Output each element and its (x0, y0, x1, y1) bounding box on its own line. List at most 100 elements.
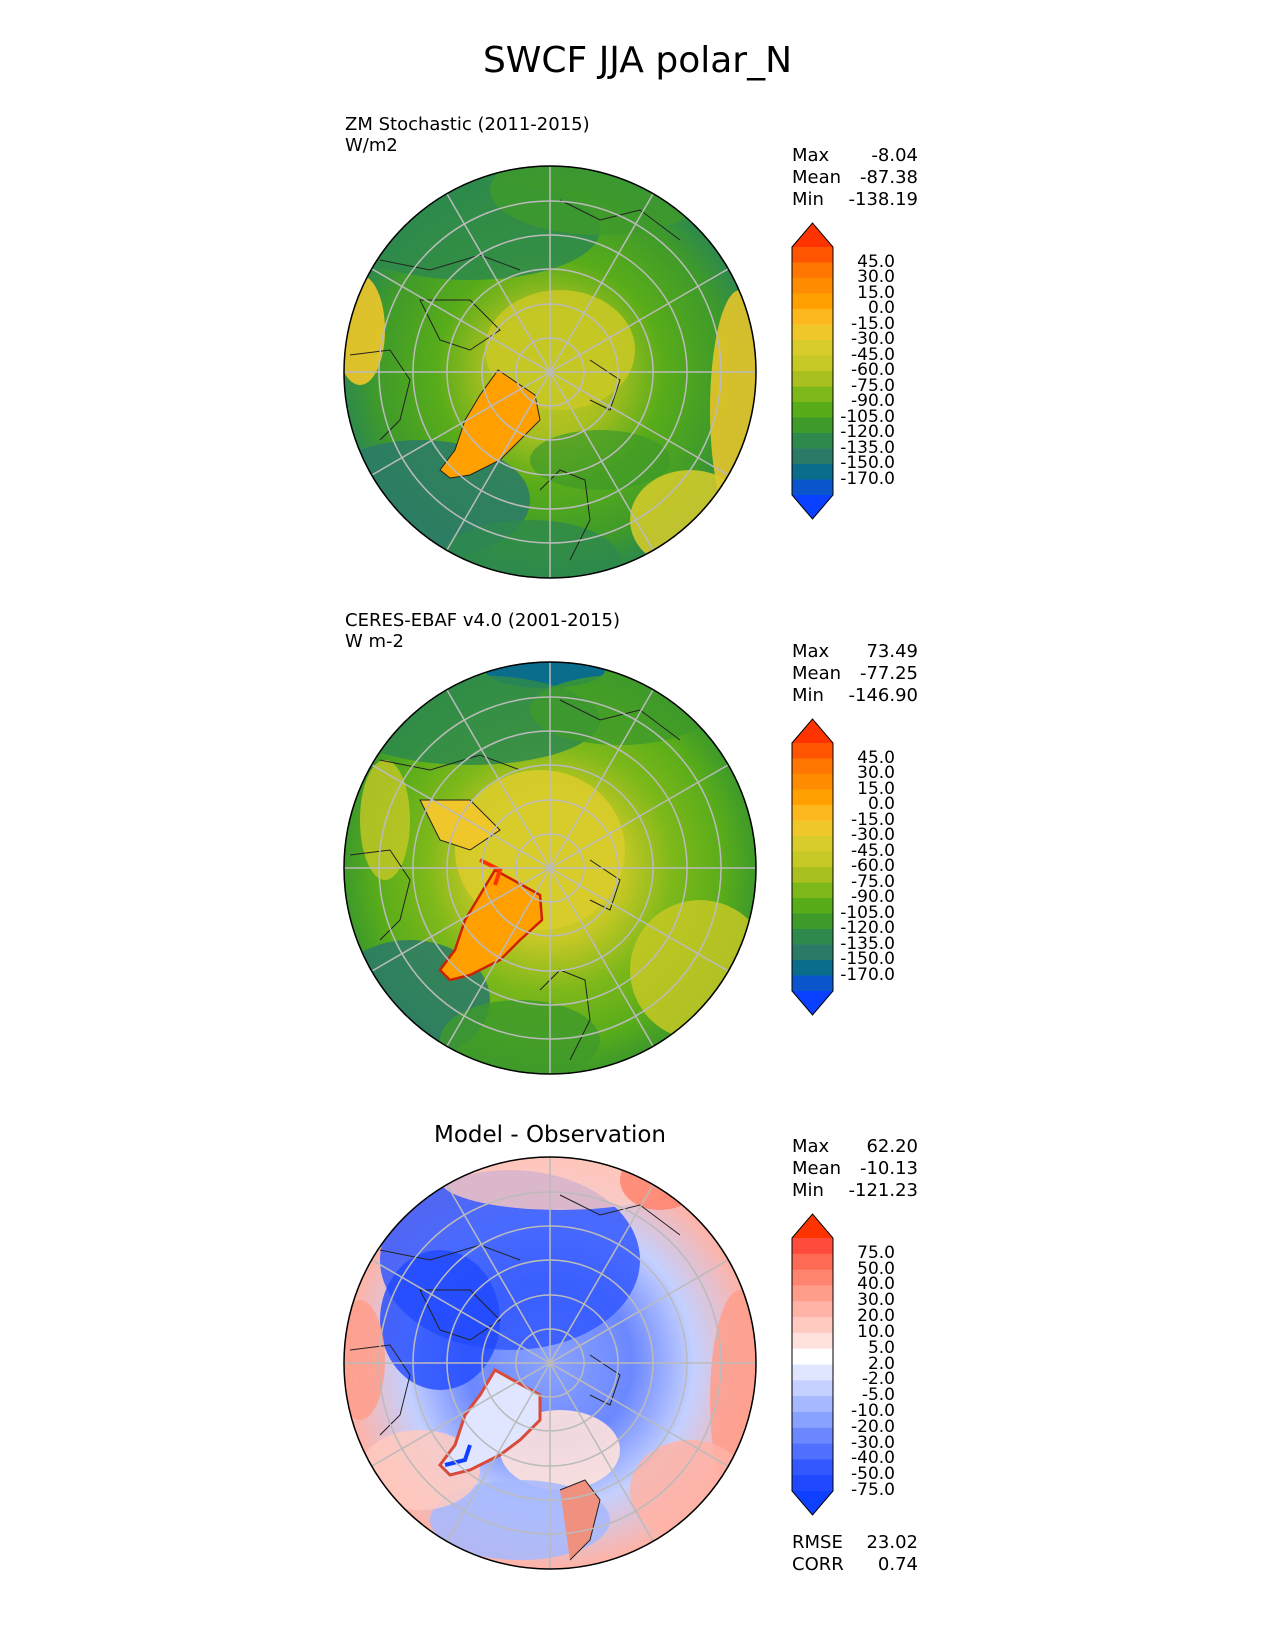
panel3-colorbar-segment (792, 1443, 833, 1460)
panel1-min-value: -138.19 (848, 189, 918, 210)
panel2-colorbar-tick-label: -120.0 (840, 918, 895, 938)
panel3-colorbar-extension-top (792, 1214, 833, 1238)
panel3-colorbar-tick-label: 2.0 (867, 1353, 895, 1374)
panel2-colorbar-tick-label: -45.0 (851, 840, 895, 861)
panel1-colorbar-outline (791, 222, 834, 520)
panel1-colorbar-segment (792, 417, 833, 434)
panel3-colorbar (791, 1213, 834, 1516)
panel2-colorbar-tick-label: -60.0 (851, 856, 895, 876)
panel2-colorbar-segment (792, 851, 833, 868)
panel3-colorbar-segment (792, 1238, 833, 1255)
panel1-colorbar-segment (792, 340, 833, 356)
panel2-colorbar-segment (792, 789, 833, 806)
panel2-colorbar-tick-label: -170.0 (840, 964, 895, 985)
panel2-colorbar-segment (792, 975, 833, 992)
panel2-map (343, 661, 757, 1075)
panel1-mean-value: -87.38 (859, 167, 918, 188)
panel3-colorbar-tick-label: -40.0 (851, 1448, 895, 1469)
panel3-colorbar-segment (792, 1253, 833, 1271)
panel2-colorbar-tick-label: -15.0 (851, 809, 895, 830)
panel2-colorbar-segment (792, 758, 833, 775)
panel1-max-value: -8.04 (871, 145, 918, 166)
panel3-colorbar-segment (792, 1396, 833, 1413)
panel3-colorbar-tick-label: -5.0 (861, 1385, 895, 1406)
panel1-colorbar-segment (792, 448, 833, 465)
panel1-colorbar-segment (792, 293, 833, 310)
panel3-colorbar-segment (792, 1269, 833, 1286)
panel2-colorbar-segment (792, 743, 833, 759)
panel2-units: W m-2 (345, 631, 405, 652)
panel3-min-value: -121.23 (848, 1180, 918, 1201)
panel2-colorbar-tick-label: -90.0 (851, 887, 895, 907)
panel3-colorbar-tick-label: 50.0 (857, 1258, 895, 1279)
panel2-max-label: Max (792, 641, 830, 662)
panel3-colorbar-tick-label: -50.0 (851, 1464, 895, 1485)
panel1-colorbar-tick-label: -45.0 (851, 344, 895, 365)
panel1-colorbar-tick-label: 30.0 (857, 267, 895, 287)
panel1-colorbar-segment (792, 355, 833, 372)
panel1-colorbar-tick-label: -60.0 (851, 360, 895, 380)
panel2-mean-value: -77.25 (859, 663, 918, 684)
corr-label: CORR (792, 1554, 844, 1575)
panel2-colorbar-tick-label: -75.0 (851, 871, 895, 892)
panel2-colorbar-extension-bottom (792, 991, 833, 1015)
panel3-colorbar-tick-label: 30.0 (857, 1290, 895, 1311)
panel3-colorbar-tick-label: 20.0 (857, 1306, 895, 1327)
panel1-colorbar-segment (792, 371, 833, 387)
panel3-colorbar-tick-label: 5.0 (867, 1337, 895, 1358)
panel1-colorbar-tick-label: -105.0 (840, 406, 895, 427)
panel1-units: W/m2 (345, 135, 398, 156)
panel3-colorbar-segment (792, 1411, 833, 1429)
panel3-colorbar-tick-label: 40.0 (857, 1274, 895, 1295)
panel3-mean-label: Mean (792, 1158, 842, 1179)
panel1-colorbar-segment (792, 402, 833, 418)
panel3-min-label: Min (792, 1180, 824, 1201)
panel1-colorbar-tick-label: -120.0 (840, 422, 895, 442)
panel3-colorbar-segment (792, 1301, 833, 1318)
panel3-max-label: Max (792, 1136, 830, 1157)
panel3-colorbar-segment (792, 1285, 833, 1302)
panel2-colorbar-segment (792, 898, 833, 914)
panel2-colorbar-segment (792, 944, 833, 961)
panel2-colorbar-segment (792, 913, 833, 930)
panel3-colorbar-segment (792, 1317, 833, 1334)
panel1-colorbar-tick-label: -75.0 (851, 375, 895, 396)
panel2-colorbar-tick-label: 45.0 (857, 747, 895, 768)
panel3-colorbar-segment (792, 1348, 833, 1365)
panel3-title: Model - Observation (433, 1122, 667, 1148)
panel2-colorbar-tick-label: -105.0 (840, 902, 895, 923)
panel3-colorbar-segment (792, 1427, 833, 1445)
panel3-colorbar-tick-label: -2.0 (861, 1369, 895, 1390)
panel3-graticule (344, 1157, 756, 1569)
panel3-colorbar-tick-label: -10.0 (851, 1400, 895, 1421)
panel3-colorbar-tick-label: -30.0 (851, 1432, 895, 1453)
panel2-colorbar-tick-label: -150.0 (840, 949, 895, 969)
panel2-min-value: -146.90 (848, 685, 918, 706)
panel3-colorbar-tick-label: 75.0 (857, 1242, 895, 1263)
corr-value: 0.74 (877, 1554, 918, 1575)
panel3-mean-value: -10.13 (859, 1158, 918, 1179)
panel3-colorbar-extension-bottom (792, 1491, 833, 1515)
panel1-colorbar-tick-label: -30.0 (851, 329, 895, 349)
panel2-title: CERES-EBAF v4.0 (2001-2015) (345, 610, 621, 631)
panel2-colorbar-tick-label: 0.0 (867, 794, 895, 814)
panel3-colorbar-segment (792, 1475, 833, 1492)
panel3-colorbar-segment (792, 1459, 833, 1476)
panel2-colorbar-tick-label: -135.0 (840, 933, 895, 954)
panel1-colorbar-extension-bottom (792, 495, 833, 519)
panel2-mean-label: Mean (792, 663, 842, 684)
panel1-colorbar-segment (792, 479, 833, 496)
panel2-colorbar-segment (792, 774, 833, 790)
panel1-colorbar (791, 222, 834, 520)
rmse-value: 23.02 (866, 1532, 918, 1553)
panel2-max-value: 73.49 (866, 641, 918, 662)
panel2-map-boundary (343, 661, 757, 1075)
panel2-colorbar-segment (792, 929, 833, 945)
panel1-colorbar-segment (792, 262, 833, 279)
panel1-mean-label: Mean (792, 167, 842, 188)
panel2-colorbar-tick-label: 15.0 (857, 778, 895, 799)
panel3-map (343, 1156, 757, 1570)
panel2-colorbar-segment (792, 882, 833, 899)
rmse-label: RMSE (792, 1532, 843, 1553)
panel2-colorbar-outline (791, 718, 834, 1016)
